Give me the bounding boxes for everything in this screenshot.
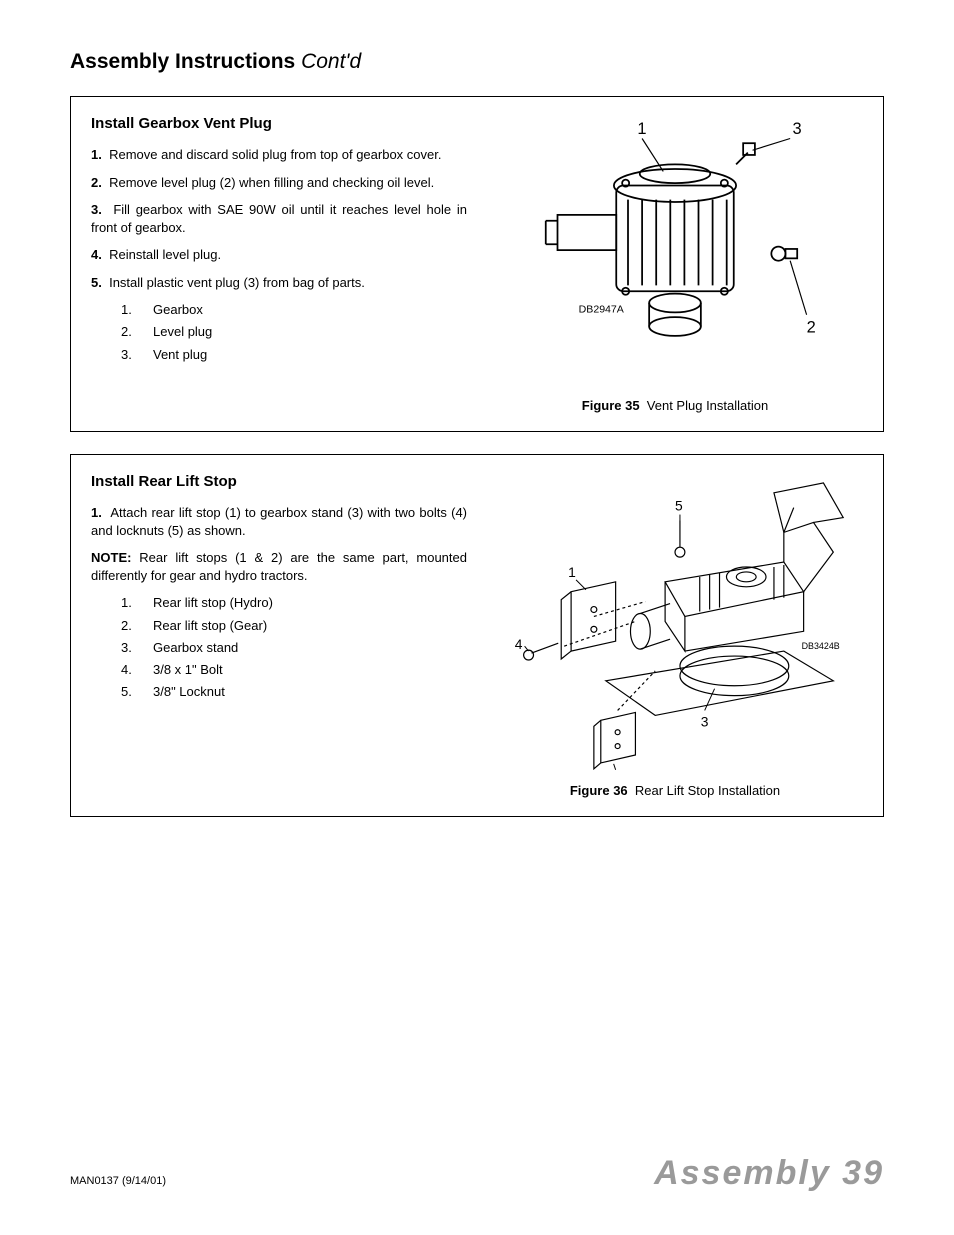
list-item: 1.Gearbox [121, 301, 467, 319]
list-item: 5. Install plastic vent plug (3) from ba… [91, 274, 467, 292]
list-item: 3.Vent plug [121, 346, 467, 364]
section2-text-column: Install Rear Lift Stop 1. Attach rear li… [91, 473, 467, 798]
page-title: Assembly Instructions Cont'd [70, 50, 884, 74]
section2-heading: Install Rear Lift Stop [91, 473, 467, 490]
page-label: Assembly 39 [654, 1154, 884, 1193]
document-id: MAN0137 (9/14/01) [70, 1175, 166, 1187]
callout-5: 5 [675, 498, 683, 514]
section-rear-lift-stop: Install Rear Lift Stop 1. Attach rear li… [70, 454, 884, 817]
section-gearbox-vent-plug: Install Gearbox Vent Plug 1. Remove and … [70, 96, 884, 432]
figure-code: DB3424B [802, 641, 840, 651]
callout-2: 2 [807, 318, 816, 336]
callout-2: 2 [610, 769, 618, 770]
section1-text-column: Install Gearbox Vent Plug 1. Remove and … [91, 115, 467, 413]
list-item: 4.3/8 x 1" Bolt [121, 661, 467, 679]
page-footer: MAN0137 (9/14/01) Assembly 39 [70, 1154, 884, 1193]
list-item: 1. Attach rear lift stop (1) to gearbox … [91, 504, 467, 539]
list-item: 3.Gearbox stand [121, 639, 467, 657]
callout-3: 3 [701, 714, 709, 730]
section2-legend: 1.Rear lift stop (Hydro) 2.Rear lift sto… [91, 594, 467, 701]
section1-legend: 1.Gearbox 2.Level plug 3.Vent plug [91, 301, 467, 364]
figure-35-diagram: 1 3 2 DB2947A [487, 115, 863, 385]
list-item: 1. Remove and discard solid plug from to… [91, 146, 467, 164]
title-main: Assembly Instructions [70, 50, 295, 73]
title-suffix: Cont'd [301, 50, 361, 73]
list-item: 2.Rear lift stop (Gear) [121, 617, 467, 635]
callout-1: 1 [568, 564, 576, 580]
section2-figure-column: 1 4 2 3 5 DB3424B Figure 36 Rear Lift St… [487, 473, 863, 798]
figure-36-caption: Figure 36 Rear Lift Stop Installation [487, 783, 863, 798]
figure-code: DB2947A [579, 303, 625, 315]
figure-35-caption: Figure 35 Vent Plug Installation [487, 398, 863, 413]
callout-4: 4 [515, 636, 523, 652]
list-item: 3. Fill gearbox with SAE 90W oil until i… [91, 201, 467, 236]
list-item: 2.Level plug [121, 323, 467, 341]
callout-1: 1 [637, 120, 646, 138]
note: NOTE: Rear lift stops (1 & 2) are the sa… [91, 549, 467, 584]
callout-3: 3 [793, 120, 802, 138]
section1-figure-column: 1 3 2 DB2947A Figure 35 Vent Plug Instal… [487, 115, 863, 413]
list-item: 2. Remove level plug (2) when filling an… [91, 174, 467, 192]
list-item: 5.3/8" Locknut [121, 683, 467, 701]
list-item: 4. Reinstall level plug. [91, 246, 467, 264]
figure-36-diagram: 1 4 2 3 5 DB3424B [487, 473, 863, 770]
list-item: 1.Rear lift stop (Hydro) [121, 594, 467, 612]
section1-heading: Install Gearbox Vent Plug [91, 115, 467, 132]
